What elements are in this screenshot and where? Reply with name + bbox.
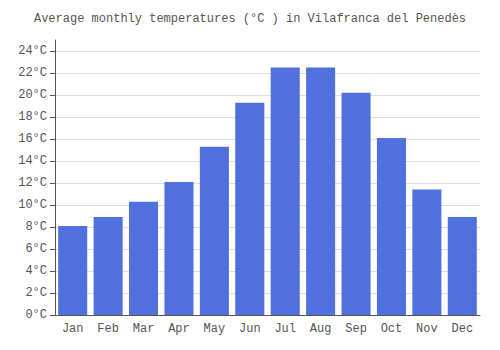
svg-text:0°C: 0°C [25, 308, 47, 322]
svg-text:Average monthly temperatures (: Average monthly temperatures (°C ) in Vi… [34, 12, 466, 26]
svg-text:Mar: Mar [133, 322, 155, 336]
svg-text:20°C: 20°C [18, 88, 47, 102]
svg-text:6°C: 6°C [25, 242, 47, 256]
svg-text:Jun: Jun [239, 322, 261, 336]
svg-text:Oct: Oct [381, 322, 403, 336]
svg-text:May: May [204, 322, 226, 336]
svg-text:22°C: 22°C [18, 66, 47, 80]
svg-text:4°C: 4°C [25, 264, 47, 278]
svg-text:Jul: Jul [274, 322, 296, 336]
svg-text:2°C: 2°C [25, 286, 47, 300]
svg-text:Aug: Aug [310, 322, 332, 336]
svg-text:24°C: 24°C [18, 44, 47, 58]
svg-text:Apr: Apr [168, 322, 190, 336]
svg-text:8°C: 8°C [25, 220, 47, 234]
svg-text:Feb: Feb [97, 322, 119, 336]
svg-text:Jan: Jan [62, 322, 84, 336]
svg-text:Nov: Nov [416, 322, 438, 336]
svg-text:18°C: 18°C [18, 110, 47, 124]
svg-text:16°C: 16°C [18, 132, 47, 146]
svg-text:10°C: 10°C [18, 198, 47, 212]
svg-text:14°C: 14°C [18, 154, 47, 168]
svg-text:Sep: Sep [345, 322, 367, 336]
svg-text:12°C: 12°C [18, 176, 47, 190]
svg-text:Dec: Dec [451, 322, 473, 336]
